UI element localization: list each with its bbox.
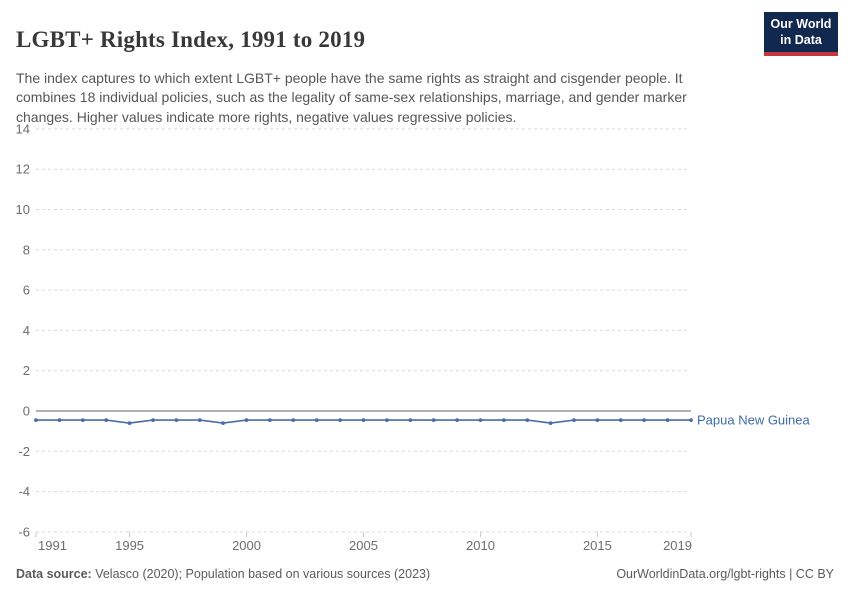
x-tick-label: 2019	[663, 538, 692, 553]
owid-logo[interactable]: Our World in Data	[764, 12, 838, 57]
data-point[interactable]	[385, 418, 389, 422]
y-tick-label: -2	[18, 444, 30, 459]
data-point[interactable]	[665, 418, 670, 422]
series-group[interactable]: Papua New Guinea	[34, 413, 811, 428]
y-tick-label: -6	[18, 524, 30, 539]
data-point[interactable]	[197, 418, 202, 422]
y-tick-label: 12	[16, 162, 30, 177]
data-source-note: Data source: Velasco (2020); Population …	[16, 567, 430, 581]
owid-logo-line1: Our World	[770, 17, 832, 31]
y-tick-label: -4	[18, 484, 30, 499]
data-point[interactable]	[57, 418, 62, 422]
data-point[interactable]	[431, 418, 436, 422]
data-point[interactable]	[151, 418, 155, 422]
y-axis: 14 12 10 8 6 4 2 0 -2 -4 -6	[16, 121, 30, 539]
y-tick-label: 4	[23, 323, 30, 338]
data-point[interactable]	[642, 418, 647, 422]
chart-footer: Data source: Velasco (2020); Population …	[16, 567, 834, 581]
data-point[interactable]	[268, 418, 272, 422]
data-point[interactable]	[455, 418, 459, 422]
data-point[interactable]	[80, 418, 85, 422]
data-point[interactable]	[221, 421, 226, 425]
y-tick-label: 10	[16, 202, 30, 217]
series-end-label[interactable]: Papua New Guinea	[697, 413, 811, 428]
y-tick-label: 14	[16, 121, 30, 136]
data-point[interactable]	[618, 418, 623, 422]
data-point[interactable]	[689, 418, 693, 422]
data-point[interactable]	[127, 421, 132, 425]
owid-logo-line2: in Data	[780, 32, 822, 47]
chart-title: LGBT+ Rights Index, 1991 to 2019	[16, 27, 366, 53]
data-point[interactable]	[502, 418, 506, 422]
data-point[interactable]	[244, 418, 249, 422]
x-tick-label: 2000	[232, 538, 261, 553]
data-source-label: Data source:	[16, 567, 92, 581]
data-point[interactable]	[408, 418, 413, 422]
data-point[interactable]	[572, 418, 576, 422]
y-tick-label: 2	[23, 363, 30, 378]
x-tick-label: 2010	[466, 538, 495, 553]
x-tick-label: 2005	[349, 538, 378, 553]
owid-url-license[interactable]: OurWorldinData.org/lgbt-rights | CC BY	[616, 567, 834, 581]
data-point[interactable]	[314, 418, 319, 422]
data-point[interactable]	[34, 418, 38, 422]
y-tick-label: 6	[23, 283, 30, 298]
data-point[interactable]	[104, 418, 109, 422]
data-point[interactable]	[525, 418, 530, 422]
y-tick-label: 0	[23, 404, 30, 419]
data-point[interactable]	[548, 421, 553, 425]
data-point[interactable]	[478, 418, 483, 422]
data-point[interactable]	[338, 418, 342, 422]
x-axis: 1991 1995 2000 2005 2010 2015 2019	[35, 531, 692, 553]
gridlines-group	[36, 128, 691, 533]
x-tick-label: 1991	[38, 538, 67, 553]
data-point[interactable]	[291, 418, 296, 422]
data-source-text: Velasco (2020); Population based on vari…	[91, 567, 431, 581]
data-point[interactable]	[174, 418, 179, 422]
data-point[interactable]	[361, 418, 366, 422]
data-point[interactable]	[595, 418, 600, 422]
y-tick-label: 8	[23, 242, 30, 257]
chart-subtitle: The index captures to which extent LGBT+…	[16, 70, 687, 125]
x-tick-label: 2015	[583, 538, 612, 553]
x-tick-label: 1995	[115, 538, 144, 553]
